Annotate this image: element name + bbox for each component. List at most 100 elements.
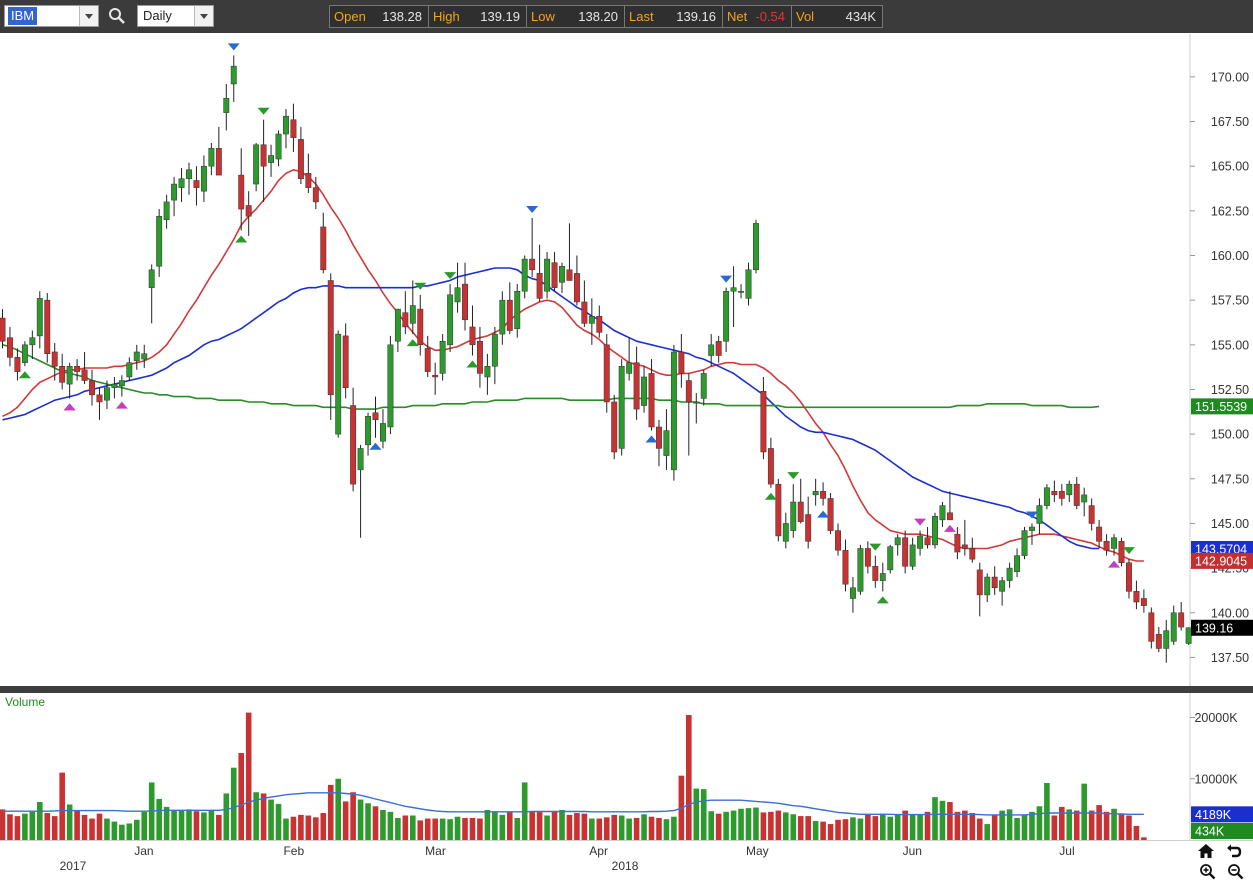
volume-bar — [66, 804, 73, 840]
candle-body — [89, 380, 95, 396]
candle-body — [693, 401, 700, 404]
candle — [1029, 523, 1035, 545]
candle-body — [663, 430, 670, 456]
candle-body — [618, 366, 625, 449]
volume-bar — [395, 817, 401, 840]
volume-bar — [730, 810, 737, 840]
volume-bar — [887, 816, 894, 840]
volume-bar — [693, 788, 700, 840]
volume-bar — [186, 809, 192, 840]
candle-body — [230, 65, 237, 85]
candle-body — [932, 516, 938, 546]
volume-bar — [1103, 811, 1110, 840]
signal-marker — [63, 403, 76, 411]
candle — [432, 362, 439, 395]
candle — [663, 409, 670, 470]
candle-body — [857, 548, 864, 592]
volume-bar — [238, 753, 245, 840]
candle — [917, 530, 924, 556]
candle — [29, 330, 36, 360]
volume-chart[interactable]: Volume 20000K 10000K 4189K 434K — [0, 693, 1253, 840]
volume-bar — [641, 814, 647, 840]
volume-bar — [1029, 811, 1035, 840]
candle — [753, 219, 759, 274]
candle-body — [1118, 541, 1125, 563]
candle — [126, 357, 133, 381]
price-tick-label: 145.00 — [1211, 517, 1249, 531]
volume-tick-label: 10000K — [1194, 772, 1238, 786]
zoom-in-icon[interactable] — [1199, 863, 1216, 885]
home-icon[interactable] — [1197, 843, 1215, 864]
candle-body — [1133, 591, 1140, 603]
quote-label: Open — [334, 9, 366, 24]
candle-body — [469, 326, 476, 346]
candle — [1133, 580, 1140, 610]
candle-body — [820, 491, 827, 499]
candle-body — [603, 344, 610, 403]
signal-marker — [817, 510, 830, 518]
zoom-out-icon[interactable] — [1227, 863, 1244, 885]
volume-bar — [492, 811, 498, 840]
candle-body — [700, 373, 707, 399]
symbol-selector[interactable]: IBM — [4, 5, 99, 27]
price-tick-label: 160.00 — [1211, 249, 1249, 263]
search-icon[interactable] — [108, 7, 126, 25]
candle-body — [290, 119, 297, 138]
volume-bar — [797, 816, 804, 840]
volume-bar — [365, 803, 371, 840]
volume-bar — [74, 810, 80, 840]
volume-bar — [126, 823, 133, 840]
candle — [782, 512, 789, 549]
candle — [417, 294, 424, 356]
month-label: Feb — [283, 844, 305, 858]
volume-bar — [51, 816, 58, 840]
price-tag-box — [1191, 619, 1253, 636]
candle — [327, 273, 334, 420]
candle-body — [0, 317, 6, 342]
candle-body — [1073, 483, 1080, 506]
candle — [521, 255, 528, 299]
candle — [283, 109, 289, 149]
volume-bar — [708, 811, 714, 840]
volume-bar — [89, 818, 95, 840]
signal-marker — [876, 596, 889, 604]
candle-body — [976, 569, 983, 596]
volume-bar — [223, 793, 230, 840]
candle — [424, 335, 431, 377]
candle-body — [805, 514, 812, 542]
candle — [1140, 589, 1147, 613]
volume-bar — [506, 812, 513, 840]
interval-selector[interactable]: Daily — [137, 5, 214, 27]
signal-marker — [1025, 511, 1038, 519]
volume-bar — [417, 820, 424, 840]
volume-tag: 4189K — [1191, 806, 1253, 823]
candle — [320, 212, 327, 274]
candle-body — [1185, 627, 1192, 644]
volume-bar — [260, 793, 267, 840]
volume-bar — [201, 812, 207, 840]
volume-bar — [738, 808, 744, 840]
symbol-value[interactable]: IBM — [8, 7, 38, 25]
signal-marker — [869, 543, 882, 551]
candle-body — [506, 299, 513, 331]
time-axis: Jan Feb Mar Apr May Jun Jul 2017 2018 — [0, 840, 1253, 882]
candle — [670, 344, 677, 481]
price-chart[interactable]: 170.00 167.50 165.00 162.50 160.00 157.50 155.… — [0, 34, 1253, 686]
pane-separator[interactable] — [0, 686, 1253, 693]
undo-icon[interactable] — [1226, 843, 1242, 864]
candle — [932, 512, 938, 549]
candle-body — [380, 423, 386, 442]
candle — [350, 387, 357, 492]
volume-bar — [917, 814, 923, 840]
quote-bar: Open 138.28 High 139.19 Low 138.20 Last 139.16 N… — [329, 5, 883, 28]
interval-value[interactable]: Daily — [143, 8, 172, 23]
signal-marker — [943, 524, 956, 532]
candle-body — [118, 380, 125, 387]
interval-dropdown-button[interactable] — [194, 6, 213, 26]
candle — [1036, 498, 1043, 535]
candle-body — [387, 344, 394, 428]
symbol-dropdown-button[interactable] — [79, 6, 98, 26]
candle — [1126, 559, 1132, 599]
signal-marker — [115, 401, 128, 409]
candle-body — [305, 173, 312, 188]
